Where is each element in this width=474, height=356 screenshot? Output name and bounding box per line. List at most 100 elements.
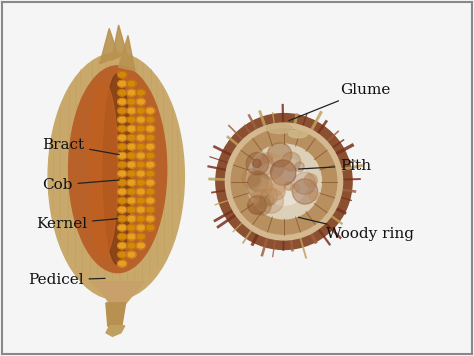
Circle shape xyxy=(146,152,155,159)
Ellipse shape xyxy=(293,172,316,194)
Circle shape xyxy=(146,179,155,186)
Circle shape xyxy=(118,89,127,96)
Circle shape xyxy=(137,224,146,231)
Ellipse shape xyxy=(268,183,285,200)
Circle shape xyxy=(137,179,146,186)
Circle shape xyxy=(118,233,127,240)
Circle shape xyxy=(118,251,127,258)
Circle shape xyxy=(137,125,146,132)
Text: Cob: Cob xyxy=(42,178,119,192)
Circle shape xyxy=(127,224,136,231)
Circle shape xyxy=(137,171,146,177)
Circle shape xyxy=(146,134,155,141)
Circle shape xyxy=(127,152,136,159)
Circle shape xyxy=(127,116,136,123)
Circle shape xyxy=(118,215,127,222)
Text: Kernel: Kernel xyxy=(36,217,118,231)
Circle shape xyxy=(127,215,136,222)
Text: Bract: Bract xyxy=(42,137,119,155)
Ellipse shape xyxy=(245,171,260,186)
Circle shape xyxy=(146,116,155,123)
Circle shape xyxy=(146,215,155,222)
Circle shape xyxy=(137,89,146,96)
Ellipse shape xyxy=(254,202,265,214)
Ellipse shape xyxy=(69,66,167,273)
Circle shape xyxy=(118,143,127,150)
Polygon shape xyxy=(106,303,126,331)
Ellipse shape xyxy=(88,81,118,257)
Ellipse shape xyxy=(216,114,352,250)
Circle shape xyxy=(137,188,146,195)
Circle shape xyxy=(146,161,155,168)
Ellipse shape xyxy=(291,184,300,193)
Ellipse shape xyxy=(282,152,301,171)
Circle shape xyxy=(127,171,136,177)
Circle shape xyxy=(127,143,136,150)
Polygon shape xyxy=(106,326,125,336)
Circle shape xyxy=(127,134,136,141)
Circle shape xyxy=(118,80,127,87)
Ellipse shape xyxy=(231,129,337,234)
Ellipse shape xyxy=(226,123,343,240)
Circle shape xyxy=(137,116,146,123)
Ellipse shape xyxy=(284,182,293,190)
Ellipse shape xyxy=(266,124,292,134)
Circle shape xyxy=(127,161,136,168)
Ellipse shape xyxy=(246,144,321,219)
Circle shape xyxy=(146,108,155,114)
Circle shape xyxy=(146,197,155,204)
Circle shape xyxy=(127,242,136,249)
Circle shape xyxy=(118,179,127,186)
Circle shape xyxy=(137,206,146,213)
Ellipse shape xyxy=(258,153,284,179)
Ellipse shape xyxy=(289,130,308,138)
Circle shape xyxy=(118,224,127,231)
Circle shape xyxy=(118,242,127,249)
Ellipse shape xyxy=(247,193,259,205)
Ellipse shape xyxy=(267,143,292,167)
Ellipse shape xyxy=(246,152,269,175)
Circle shape xyxy=(146,171,155,177)
Circle shape xyxy=(118,98,127,105)
Ellipse shape xyxy=(48,53,184,299)
Circle shape xyxy=(137,98,146,105)
Text: Woody ring: Woody ring xyxy=(299,218,414,241)
Ellipse shape xyxy=(264,195,274,205)
Circle shape xyxy=(137,242,146,249)
Ellipse shape xyxy=(304,174,318,187)
Ellipse shape xyxy=(292,179,318,204)
Circle shape xyxy=(137,143,146,150)
Circle shape xyxy=(137,152,146,159)
Circle shape xyxy=(137,108,146,114)
Circle shape xyxy=(118,72,127,78)
Circle shape xyxy=(127,197,136,204)
Circle shape xyxy=(146,224,155,231)
Circle shape xyxy=(118,152,127,159)
Ellipse shape xyxy=(251,151,266,166)
Circle shape xyxy=(146,143,155,150)
Ellipse shape xyxy=(262,152,273,163)
Ellipse shape xyxy=(265,176,285,195)
Text: Pedicel: Pedicel xyxy=(28,273,105,287)
Circle shape xyxy=(146,125,155,132)
Ellipse shape xyxy=(295,162,304,172)
Ellipse shape xyxy=(253,155,274,176)
Circle shape xyxy=(118,116,127,123)
Circle shape xyxy=(118,125,127,132)
Circle shape xyxy=(118,108,127,114)
Circle shape xyxy=(137,161,146,168)
Circle shape xyxy=(137,215,146,222)
Circle shape xyxy=(118,197,127,204)
Ellipse shape xyxy=(271,160,296,185)
Ellipse shape xyxy=(260,158,308,205)
Text: Glume: Glume xyxy=(289,83,391,121)
Ellipse shape xyxy=(253,197,271,215)
Circle shape xyxy=(146,206,155,213)
Circle shape xyxy=(127,188,136,195)
Circle shape xyxy=(127,98,136,105)
Ellipse shape xyxy=(103,74,131,265)
Ellipse shape xyxy=(242,169,261,188)
Ellipse shape xyxy=(248,171,268,192)
Circle shape xyxy=(127,251,136,258)
Ellipse shape xyxy=(248,196,266,214)
